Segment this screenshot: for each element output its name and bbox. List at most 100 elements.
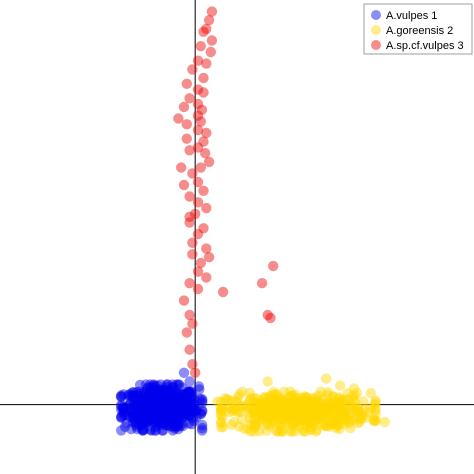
data-point-series-1 (137, 405, 149, 417)
data-point-series-1 (173, 417, 185, 428)
data-point-series-2 (232, 392, 244, 403)
data-point-series-3 (201, 243, 212, 254)
data-point-series-1 (152, 402, 163, 413)
data-point-series-1 (143, 400, 154, 411)
data-point-series-1 (150, 406, 161, 418)
data-point-series-1 (151, 404, 163, 416)
data-point-series-2 (255, 414, 266, 425)
data-point-series-1 (148, 411, 160, 423)
data-point-series-1 (145, 393, 157, 405)
data-point-series-2 (285, 411, 296, 422)
data-point-series-2 (336, 402, 347, 413)
data-point-series-1 (157, 412, 169, 423)
data-point-series-2 (283, 412, 294, 423)
data-point-series-1 (116, 399, 127, 411)
data-point-series-1 (152, 401, 163, 412)
data-point-series-1 (162, 401, 173, 412)
data-point-series-2 (315, 410, 326, 421)
data-point-series-1 (164, 402, 176, 414)
data-point-series-1 (171, 404, 183, 416)
data-point-series-1 (165, 402, 176, 413)
data-point-series-1 (143, 407, 154, 418)
data-point-series-2 (289, 420, 300, 431)
data-point-series-1 (160, 419, 172, 430)
data-point-series-2 (312, 410, 324, 421)
data-point-series-2 (271, 402, 282, 413)
data-point-series-2 (269, 389, 280, 400)
data-point-series-1 (162, 420, 173, 431)
data-point-series-2 (287, 405, 298, 417)
data-point-series-2 (348, 402, 359, 413)
data-point-series-1 (130, 403, 141, 414)
data-point-series-2 (320, 398, 331, 410)
data-point-series-1 (165, 390, 176, 402)
data-point-series-1 (171, 379, 182, 390)
data-point-series-2 (272, 408, 284, 419)
data-point-series-1 (143, 412, 154, 424)
data-point-series-1 (158, 413, 170, 425)
data-point-series-1 (144, 394, 155, 406)
data-point-series-3 (181, 327, 192, 338)
data-point-series-1 (152, 392, 163, 403)
data-point-series-3 (187, 318, 198, 329)
data-point-series-2 (339, 408, 350, 419)
data-point-series-2 (285, 402, 297, 414)
data-point-series-1 (127, 408, 138, 419)
data-point-series-2 (327, 418, 338, 430)
data-point-series-1 (124, 398, 135, 409)
data-point-series-1 (145, 398, 157, 409)
data-point-series-1 (189, 393, 200, 404)
data-point-series-1 (149, 412, 161, 423)
data-point-series-1 (157, 425, 169, 436)
data-point-series-1 (155, 399, 166, 410)
data-point-series-1 (180, 397, 191, 408)
data-point-series-2 (270, 398, 281, 410)
data-point-series-1 (184, 393, 195, 404)
data-point-series-1 (186, 419, 198, 430)
data-point-series-1 (140, 412, 151, 423)
data-point-series-1 (164, 403, 175, 414)
data-point-series-1 (162, 393, 174, 405)
data-point-series-2 (354, 412, 365, 423)
data-point-series-1 (142, 405, 154, 416)
data-point-series-3 (203, 252, 215, 263)
data-point-series-1 (176, 405, 187, 417)
data-point-series-2 (313, 414, 324, 425)
data-point-series-1 (148, 380, 159, 391)
data-point-series-1 (160, 393, 172, 404)
data-point-series-1 (171, 410, 182, 421)
data-point-series-1 (163, 408, 174, 419)
data-point-series-1 (143, 390, 154, 401)
data-point-series-1 (153, 404, 164, 415)
data-point-series-2 (279, 405, 290, 417)
data-point-series-1 (185, 386, 197, 397)
data-point-series-1 (145, 406, 157, 417)
data-point-series-3 (192, 228, 204, 240)
data-point-series-1 (150, 413, 161, 424)
data-point-series-2 (329, 415, 340, 426)
data-point-series-1 (150, 414, 161, 425)
data-point-series-2 (349, 397, 361, 408)
data-point-series-1 (145, 395, 156, 407)
data-point-series-2 (241, 400, 252, 411)
data-point-series-2 (299, 414, 311, 426)
data-point-series-2 (254, 426, 265, 437)
data-point-series-2 (270, 396, 281, 408)
data-point-series-1 (142, 395, 154, 406)
data-point-series-2 (262, 402, 273, 413)
data-point-series-2 (249, 409, 261, 420)
data-point-series-2 (290, 416, 302, 428)
data-point-series-2 (325, 403, 336, 415)
data-point-series-1 (176, 409, 187, 420)
data-point-series-2 (216, 402, 228, 413)
data-point-series-1 (128, 391, 139, 402)
data-point-series-1 (139, 389, 150, 401)
data-point-series-1 (154, 394, 166, 405)
data-point-series-2 (309, 404, 320, 415)
data-point-series-1 (179, 389, 190, 400)
data-point-series-2 (236, 401, 248, 412)
data-point-series-2 (261, 425, 272, 436)
data-point-series-1 (160, 385, 171, 396)
data-point-series-1 (182, 396, 194, 407)
data-point-series-1 (175, 406, 186, 417)
